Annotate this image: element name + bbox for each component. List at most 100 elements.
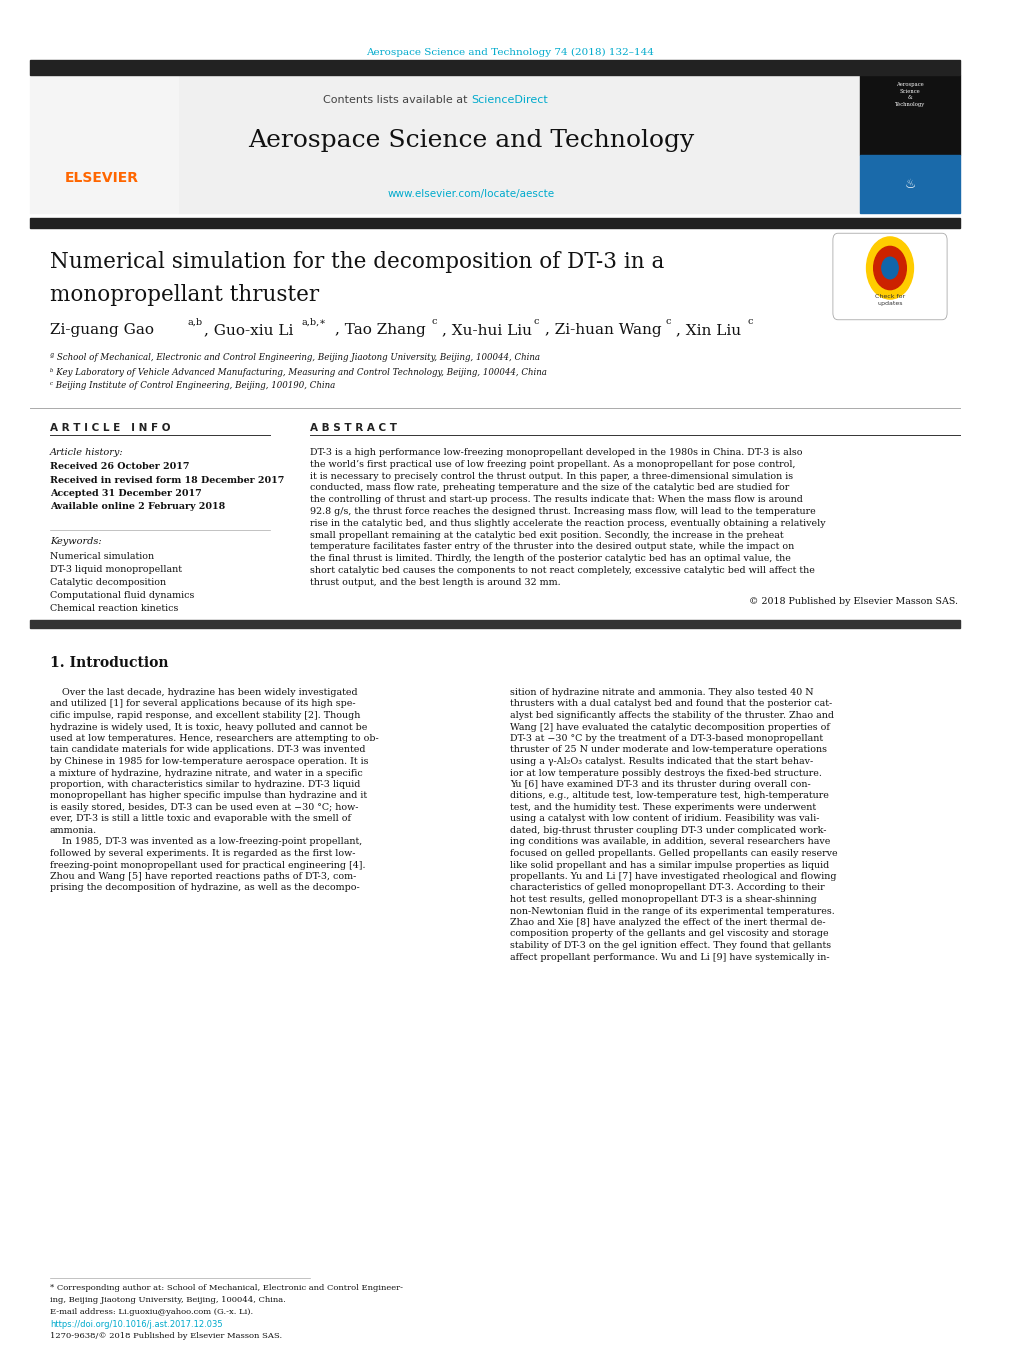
Text: Catalytic decomposition: Catalytic decomposition: [50, 578, 166, 586]
Text: Contents lists available at: Contents lists available at: [323, 95, 471, 105]
Text: Keywords:: Keywords:: [50, 536, 102, 546]
Text: using a γ-Al₂O₃ catalyst. Results indicated that the start behav-: using a γ-Al₂O₃ catalyst. Results indica…: [510, 757, 812, 766]
Text: Computational fluid dynamics: Computational fluid dynamics: [50, 590, 195, 600]
Text: Zi-guang Gao: Zi-guang Gao: [50, 323, 154, 336]
Text: alyst bed significantly affects the stability of the thruster. Zhao and: alyst bed significantly affects the stab…: [510, 711, 834, 720]
Text: Available online 2 February 2018: Available online 2 February 2018: [50, 503, 225, 512]
Text: rise in the catalytic bed, and thus slightly accelerate the reaction process, ev: rise in the catalytic bed, and thus slig…: [310, 519, 824, 528]
Text: stability of DT-3 on the gel ignition effect. They found that gellants: stability of DT-3 on the gel ignition ef…: [510, 942, 830, 950]
Text: like solid propellant and has a similar impulse properties as liquid: like solid propellant and has a similar …: [510, 861, 828, 870]
Text: Yu [6] have examined DT-3 and its thruster during overall con-: Yu [6] have examined DT-3 and its thrust…: [510, 780, 810, 789]
Text: Numerical simulation for the decomposition of DT-3 in a: Numerical simulation for the decompositi…: [50, 251, 663, 273]
Text: non-Newtonian fluid in the range of its experimental temperatures.: non-Newtonian fluid in the range of its …: [510, 907, 834, 916]
Text: c: c: [747, 317, 753, 327]
Text: © 2018 Published by Elsevier Masson SAS.: © 2018 Published by Elsevier Masson SAS.: [748, 597, 957, 607]
Text: a,b: a,b: [187, 317, 203, 327]
Text: c: c: [534, 317, 539, 327]
Text: is easily stored, besides, DT-3 can be used even at −30 °C; how-: is easily stored, besides, DT-3 can be u…: [50, 802, 358, 812]
Text: sition of hydrazine nitrate and ammonia. They also tested 40 N: sition of hydrazine nitrate and ammonia.…: [510, 688, 813, 697]
Text: thrust output, and the best length is around 32 mm.: thrust output, and the best length is ar…: [310, 578, 560, 586]
Text: 92.8 g/s, the thrust force reaches the designed thrust. Increasing mass flow, wi: 92.8 g/s, the thrust force reaches the d…: [310, 507, 815, 516]
Text: ditions, e.g., altitude test, low-temperature test, high-temperature: ditions, e.g., altitude test, low-temper…: [510, 792, 828, 801]
Text: Zhou and Wang [5] have reported reactions paths of DT-3, com-: Zhou and Wang [5] have reported reaction…: [50, 871, 356, 881]
Text: , Tao Zhang: , Tao Zhang: [334, 323, 425, 336]
Text: ᵇ Key Laboratory of Vehicle Advanced Manufacturing, Measuring and Control Techno: ᵇ Key Laboratory of Vehicle Advanced Man…: [50, 367, 546, 377]
Text: * Corresponding author at: School of Mechanical, Electronic and Control Engineer: * Corresponding author at: School of Mec…: [50, 1283, 403, 1292]
Text: Accepted 31 December 2017: Accepted 31 December 2017: [50, 489, 202, 499]
Text: test, and the humidity test. These experiments were underwent: test, and the humidity test. These exper…: [510, 802, 815, 812]
Text: hot test results, gelled monopropellant DT-3 is a shear-shinning: hot test results, gelled monopropellant …: [510, 894, 816, 904]
Text: propellants. Yu and Li [7] have investigated rheological and flowing: propellants. Yu and Li [7] have investig…: [510, 871, 836, 881]
Text: proportion, with characteristics similar to hydrazine. DT-3 liquid: proportion, with characteristics similar…: [50, 780, 360, 789]
Text: E-mail address: Li.guoxiu@yahoo.com (G.-x. Li).: E-mail address: Li.guoxiu@yahoo.com (G.-…: [50, 1308, 253, 1316]
Text: A R T I C L E   I N F O: A R T I C L E I N F O: [50, 423, 170, 434]
Text: cific impulse, rapid response, and excellent stability [2]. Though: cific impulse, rapid response, and excel…: [50, 711, 360, 720]
Text: Zhao and Xie [8] have analyzed the effect of the inert thermal de-: Zhao and Xie [8] have analyzed the effec…: [510, 917, 824, 927]
Text: the final thrust is limited. Thirdly, the length of the posterior catalytic bed : the final thrust is limited. Thirdly, th…: [310, 554, 790, 563]
Text: composition property of the gellants and gel viscosity and storage: composition property of the gellants and…: [510, 929, 827, 939]
Text: and utilized [1] for several applications because of its high spe-: and utilized [1] for several application…: [50, 700, 356, 708]
Text: the controlling of thrust and start-up process. The results indicate that: When : the controlling of thrust and start-up p…: [310, 496, 802, 504]
Text: Aerospace Science and Technology: Aerospace Science and Technology: [248, 128, 694, 151]
Text: temperature facilitates faster entry of the thruster into the desired output sta: temperature facilitates faster entry of …: [310, 542, 794, 551]
Text: focused on gelled propellants. Gelled propellants can easily reserve: focused on gelled propellants. Gelled pr…: [510, 848, 837, 858]
Text: Numerical simulation: Numerical simulation: [50, 553, 154, 561]
Text: Article history:: Article history:: [50, 449, 123, 457]
Text: Received 26 October 2017: Received 26 October 2017: [50, 462, 190, 471]
Text: Chemical reaction kinetics: Chemical reaction kinetics: [50, 604, 178, 613]
Text: 1. Introduction: 1. Introduction: [50, 657, 168, 670]
Text: tain candidate materials for wide applications. DT-3 was invented: tain candidate materials for wide applic…: [50, 746, 365, 754]
Text: prising the decomposition of hydrazine, as well as the decompo-: prising the decomposition of hydrazine, …: [50, 884, 360, 893]
Text: monopropellant has higher specific impulse than hydrazine and it: monopropellant has higher specific impul…: [50, 792, 367, 801]
Text: Aerospace
Science
&
Technology: Aerospace Science & Technology: [894, 82, 924, 107]
Text: thrusters with a dual catalyst bed and found that the posterior cat-: thrusters with a dual catalyst bed and f…: [510, 700, 832, 708]
Text: ing, Beijing Jiaotong University, Beijing, 100044, China.: ing, Beijing Jiaotong University, Beijin…: [50, 1296, 285, 1304]
Text: A B S T R A C T: A B S T R A C T: [310, 423, 396, 434]
Text: , Zi-huan Wang: , Zi-huan Wang: [544, 323, 661, 336]
Text: ª School of Mechanical, Electronic and Control Engineering, Beijing Jiaotong Uni: ª School of Mechanical, Electronic and C…: [50, 354, 539, 362]
Text: a mixture of hydrazine, hydrazine nitrate, and water in a specific: a mixture of hydrazine, hydrazine nitrat…: [50, 769, 363, 777]
Text: c: c: [664, 317, 669, 327]
Text: short catalytic bed causes the components to not react completely, excessive cat: short catalytic bed causes the component…: [310, 566, 814, 576]
Text: used at low temperatures. Hence, researchers are attempting to ob-: used at low temperatures. Hence, researc…: [50, 734, 378, 743]
Text: c: c: [432, 317, 437, 327]
Text: Aerospace Science and Technology 74 (2018) 132–144: Aerospace Science and Technology 74 (201…: [366, 47, 653, 57]
Text: Wang [2] have evaluated the catalytic decomposition properties of: Wang [2] have evaluated the catalytic de…: [510, 723, 829, 731]
Text: Over the last decade, hydrazine has been widely investigated: Over the last decade, hydrazine has been…: [50, 688, 358, 697]
Text: 1270-9638/© 2018 Published by Elsevier Masson SAS.: 1270-9638/© 2018 Published by Elsevier M…: [50, 1332, 282, 1340]
Text: characteristics of gelled monopropellant DT-3. According to their: characteristics of gelled monopropellant…: [510, 884, 823, 893]
Text: Check for
updates: Check for updates: [874, 295, 904, 305]
Text: DT-3 liquid monopropellant: DT-3 liquid monopropellant: [50, 565, 181, 574]
Text: using a catalyst with low content of iridium. Feasibility was vali-: using a catalyst with low content of iri…: [510, 815, 818, 824]
Text: ♨: ♨: [904, 178, 915, 192]
Text: the world’s first practical use of low freezing point propellant. As a monoprope: the world’s first practical use of low f…: [310, 459, 795, 469]
Text: www.elsevier.com/locate/aescte: www.elsevier.com/locate/aescte: [387, 189, 554, 199]
Text: hydrazine is widely used, It is toxic, heavy polluted and cannot be: hydrazine is widely used, It is toxic, h…: [50, 723, 367, 731]
Text: DT-3 is a high performance low-freezing monopropellant developed in the 1980s in: DT-3 is a high performance low-freezing …: [310, 449, 802, 457]
Text: DT-3 at −30 °C by the treatment of a DT-3-based monopropellant: DT-3 at −30 °C by the treatment of a DT-…: [510, 734, 822, 743]
Text: conducted, mass flow rate, preheating temperature and the size of the catalytic : conducted, mass flow rate, preheating te…: [310, 484, 789, 492]
Text: https://doi.org/10.1016/j.ast.2017.12.035: https://doi.org/10.1016/j.ast.2017.12.03…: [50, 1320, 222, 1329]
Text: , Xu-hui Liu: , Xu-hui Liu: [441, 323, 532, 336]
Text: followed by several experiments. It is regarded as the first low-: followed by several experiments. It is r…: [50, 848, 356, 858]
Text: thruster of 25 N under moderate and low-temperature operations: thruster of 25 N under moderate and low-…: [510, 746, 826, 754]
Text: In 1985, DT-3 was invented as a low-freezing-point propellant,: In 1985, DT-3 was invented as a low-free…: [50, 838, 362, 847]
Text: a,b,∗: a,b,∗: [302, 317, 326, 327]
Text: , Xin Liu: , Xin Liu: [676, 323, 741, 336]
Text: Received in revised form 18 December 2017: Received in revised form 18 December 201…: [50, 476, 284, 485]
Text: ammonia.: ammonia.: [50, 825, 97, 835]
Text: ing conditions was available, in addition, several researchers have: ing conditions was available, in additio…: [510, 838, 829, 847]
Text: ScienceDirect: ScienceDirect: [471, 95, 547, 105]
Text: freezing-point monopropellant used for practical engineering [4].: freezing-point monopropellant used for p…: [50, 861, 365, 870]
Text: ever, DT-3 is still a little toxic and evaporable with the smell of: ever, DT-3 is still a little toxic and e…: [50, 815, 351, 824]
Text: monopropellant thruster: monopropellant thruster: [50, 284, 319, 305]
Text: small propellant remaining at the catalytic bed exit position. Secondly, the inc: small propellant remaining at the cataly…: [310, 531, 783, 539]
Text: affect propellant performance. Wu and Li [9] have systemically in-: affect propellant performance. Wu and Li…: [510, 952, 828, 962]
Text: ᶜ Beijing Institute of Control Engineering, Beijing, 100190, China: ᶜ Beijing Institute of Control Engineeri…: [50, 381, 335, 390]
Text: ELSEVIER: ELSEVIER: [65, 172, 139, 185]
Text: by Chinese in 1985 for low-temperature aerospace operation. It is: by Chinese in 1985 for low-temperature a…: [50, 757, 368, 766]
Text: , Guo-xiu Li: , Guo-xiu Li: [204, 323, 293, 336]
Text: dated, big-thrust thruster coupling DT-3 under complicated work-: dated, big-thrust thruster coupling DT-3…: [510, 825, 825, 835]
Text: ior at low temperature possibly destroys the fixed-bed structure.: ior at low temperature possibly destroys…: [510, 769, 821, 777]
Text: it is necessary to precisely control the thrust output. In this paper, a three-d: it is necessary to precisely control the…: [310, 471, 793, 481]
